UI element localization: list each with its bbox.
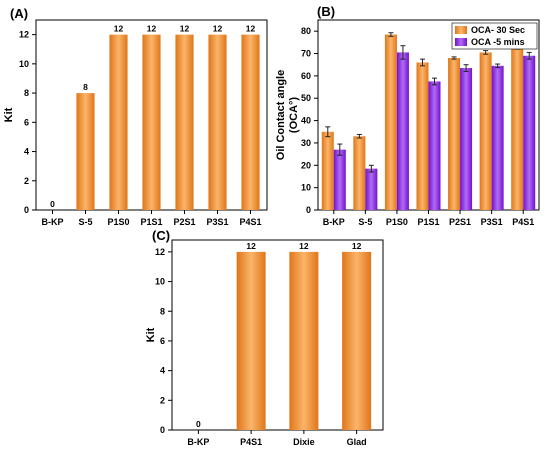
- y-tick-label: 60: [301, 71, 311, 81]
- plot-frame: [171, 239, 384, 431]
- y-tick-label: 2: [24, 176, 29, 186]
- legend-entry: OCA- 30 Sec: [471, 25, 525, 35]
- data-label: 12: [246, 241, 256, 251]
- x-tick-label: B-KP: [323, 217, 345, 227]
- data-label: 8: [83, 82, 88, 92]
- panel-label: (A): [10, 6, 28, 21]
- x-tick-label: P3S1: [481, 217, 503, 227]
- chart-panel-c: (C) 0 2 4 6 8 10 12 Kit B-KP P4S1 Dixie Glad 0 12 12 12: [145, 228, 384, 447]
- bar: [511, 42, 524, 211]
- y-tick-label: 0: [306, 205, 311, 215]
- panel-label: (B): [317, 4, 335, 19]
- data-label: 0: [50, 199, 55, 209]
- bar: [76, 93, 95, 210]
- x-tick-label: S-5: [78, 217, 92, 227]
- y-tick-label: 12: [19, 30, 29, 40]
- bar: [396, 52, 409, 210]
- y-tick-label: 6: [160, 336, 165, 346]
- y-tick-label: 0: [24, 205, 29, 215]
- y-tick-label: 10: [19, 59, 29, 69]
- data-label: 12: [180, 24, 190, 34]
- bar: [109, 34, 128, 210]
- bar: [479, 52, 492, 210]
- x-tick-label: P1S1: [417, 217, 439, 227]
- x-tick-label: S-5: [358, 217, 372, 227]
- y-tick-label: 4: [24, 147, 29, 157]
- y-axis-label-unit: (OCA°): [288, 97, 300, 134]
- chart-panel-b: (B) 0 10 20 30 40 50 60 70 80 Oil Contact angle (OC…: [275, 4, 540, 227]
- x-tick-label: P1S0: [107, 217, 129, 227]
- bar: [448, 58, 461, 210]
- bar: [142, 34, 161, 210]
- data-label: 0: [196, 419, 201, 429]
- bar: [208, 34, 227, 210]
- data-label: 12: [147, 24, 157, 34]
- chart-panel-a: (A) 0 2 4 6 8 10 12 Kit B-KP S-5 P1S0 P1S1 P2S1 P3S1 P4…: [3, 6, 268, 227]
- x-tick-label: P4S1: [240, 437, 262, 447]
- y-tick-label: 30: [301, 138, 311, 148]
- legend-swatch: [455, 26, 467, 34]
- y-tick-label: 70: [301, 49, 311, 59]
- bar: [321, 131, 334, 210]
- x-tick-label: Glad: [347, 437, 367, 447]
- bar: [236, 251, 266, 430]
- y-tick-label: 40: [301, 116, 311, 126]
- y-tick-label: 20: [301, 160, 311, 170]
- data-label: 12: [246, 24, 256, 34]
- x-tick-label: P2S1: [173, 217, 195, 227]
- y-tick-label: 10: [301, 183, 311, 193]
- x-tick-label: Dixie: [293, 437, 315, 447]
- y-tick-label: 50: [301, 93, 311, 103]
- y-axis-label: Oil Contact angle: [275, 70, 287, 160]
- data-label: 12: [299, 241, 309, 251]
- data-label: 12: [114, 24, 124, 34]
- x-tick-label: P1S1: [140, 217, 162, 227]
- y-axis-label: Kit: [3, 107, 15, 122]
- bar: [416, 62, 429, 211]
- y-tick-label: 80: [301, 26, 311, 36]
- y-axis-label: Kit: [145, 327, 157, 342]
- data-label: 12: [352, 241, 362, 251]
- data-label: 12: [213, 24, 223, 34]
- x-tick-label: P4S1: [239, 217, 261, 227]
- y-tick-label: 12: [155, 247, 165, 257]
- legend-swatch: [455, 38, 467, 46]
- x-tick-label: P2S1: [449, 217, 471, 227]
- bar: [384, 34, 397, 210]
- y-tick-label: 8: [24, 88, 29, 98]
- bar: [428, 81, 441, 211]
- y-tick-label: 10: [155, 277, 165, 287]
- bar: [523, 55, 536, 210]
- bar: [353, 136, 366, 210]
- panel-label: (C): [152, 228, 170, 243]
- bar: [333, 149, 346, 210]
- y-tick-label: 6: [24, 117, 29, 127]
- legend-entry: OCA -5 mins: [471, 37, 525, 47]
- bar: [491, 65, 504, 210]
- x-tick-label: B-KP: [42, 217, 64, 227]
- y-tick-label: 0: [160, 425, 165, 435]
- bar: [289, 251, 319, 430]
- x-tick-label: P3S1: [206, 217, 228, 227]
- bar: [241, 34, 260, 210]
- y-tick-label: 4: [160, 366, 165, 376]
- bar: [365, 168, 378, 210]
- y-tick-label: 8: [160, 306, 165, 316]
- x-tick-label: P4S1: [512, 217, 534, 227]
- x-tick-label: P1S0: [386, 217, 408, 227]
- y-tick-label: 2: [160, 395, 165, 405]
- bar: [460, 68, 473, 210]
- bar: [175, 34, 194, 210]
- bar: [342, 251, 372, 430]
- x-tick-label: B-KP: [187, 437, 209, 447]
